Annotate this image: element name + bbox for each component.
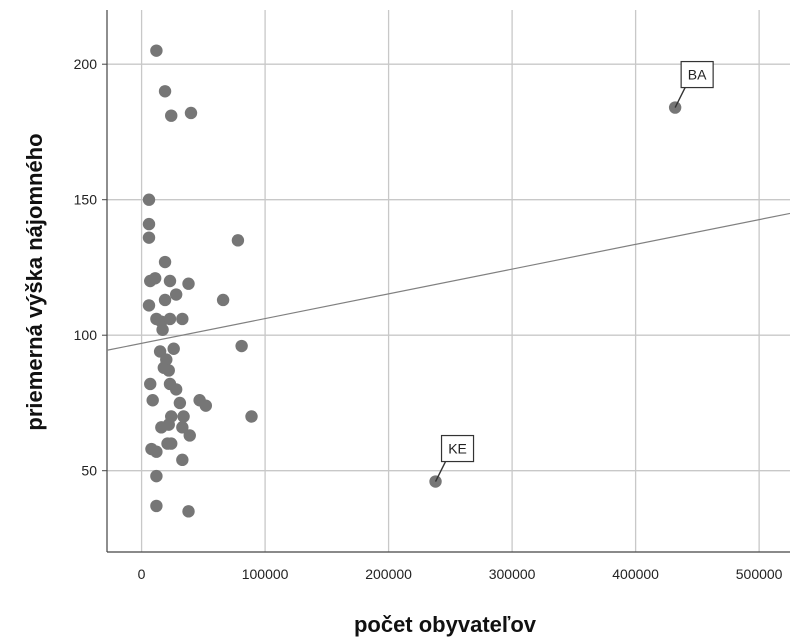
data-point [165, 437, 178, 450]
data-point [156, 323, 169, 336]
data-point [158, 85, 172, 98]
point-annotations: BA KE [434, 60, 714, 482]
data-point [235, 339, 248, 353]
data-point [245, 410, 258, 423]
fit-line-group [106, 212, 790, 351]
data-point [199, 399, 213, 412]
data-point [169, 288, 183, 301]
y-tick-label: 150 [74, 192, 98, 208]
data-point [158, 255, 172, 269]
x-tick-label: 500000 [736, 566, 783, 582]
data-point [142, 217, 156, 231]
data-point [183, 429, 196, 442]
data-point [158, 293, 172, 307]
data-point [150, 44, 163, 57]
annotation-box [680, 60, 714, 89]
x-tick-label: 300000 [489, 566, 536, 582]
data-point [150, 469, 163, 483]
annotation-leader [674, 87, 686, 108]
data-point [167, 342, 180, 355]
annotation-box [440, 434, 475, 463]
y-axis-title: priemerná výška nájomného [22, 133, 47, 430]
y-tick-label: 100 [74, 327, 98, 343]
data-point [150, 499, 163, 513]
y-tick-label: 50 [81, 463, 97, 479]
data-point [163, 312, 177, 326]
data-point [176, 453, 189, 467]
data-point [142, 231, 156, 244]
data-point [169, 383, 183, 396]
data-point [146, 394, 159, 407]
y-tick-label: 200 [74, 56, 98, 72]
data-point [176, 312, 189, 326]
data-point [142, 299, 156, 312]
data-point [144, 377, 157, 391]
data-point [162, 364, 175, 377]
data-point [231, 234, 245, 247]
x-axis-title: počet obyvateľov [354, 612, 537, 637]
axes [102, 10, 790, 553]
x-tick-label: 0 [138, 566, 146, 582]
data-point [216, 293, 230, 307]
grid-lines [107, 10, 790, 552]
data-point [148, 272, 162, 285]
annotation-label: KE [448, 441, 467, 457]
tick-labels: 0 100000 200000 300000 400000 500000 50 100 150 2… [74, 56, 783, 582]
x-tick-label: 400000 [612, 566, 659, 582]
data-point [155, 421, 168, 434]
data-point [173, 396, 187, 410]
annotation-leader [434, 461, 447, 482]
data-points [142, 44, 682, 518]
data-point [150, 445, 163, 458]
x-tick-label: 200000 [365, 566, 412, 582]
annotation-label: BA [688, 67, 707, 83]
data-point [142, 193, 156, 206]
data-point [182, 505, 195, 518]
fit-line [106, 212, 790, 351]
data-point [163, 274, 177, 288]
data-point [182, 277, 195, 290]
data-point [184, 106, 198, 120]
data-point [176, 421, 189, 434]
data-point [165, 109, 178, 122]
x-tick-label: 100000 [242, 566, 289, 582]
data-point [177, 410, 190, 423]
